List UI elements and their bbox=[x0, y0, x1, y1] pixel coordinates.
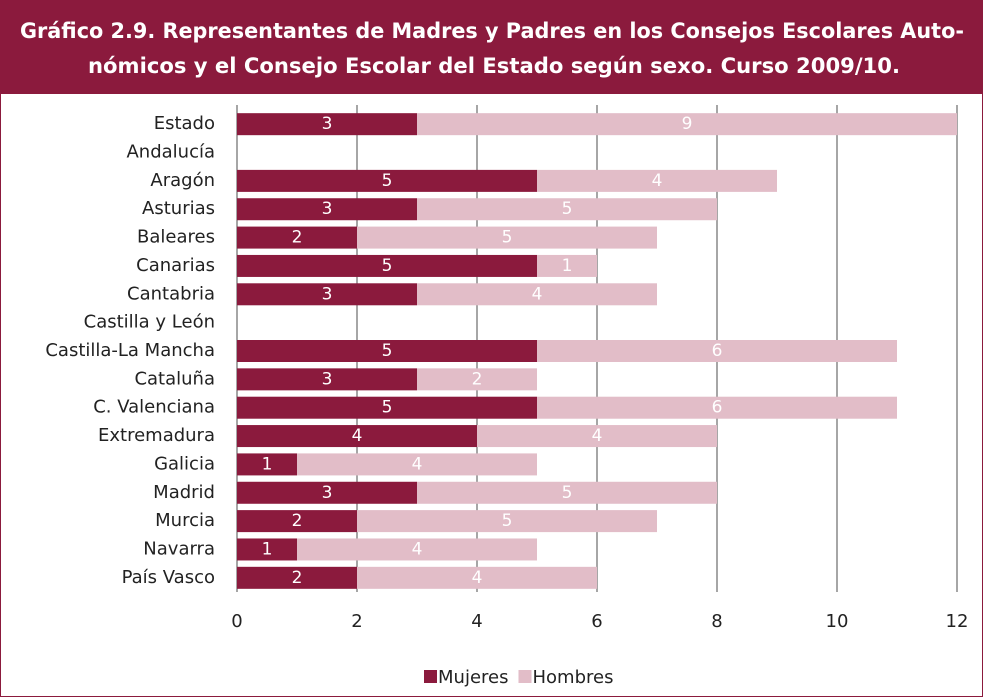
data-label: 4 bbox=[412, 539, 423, 559]
data-label: 3 bbox=[322, 114, 333, 134]
y-tick-label: Madrid bbox=[153, 482, 215, 503]
data-label: 4 bbox=[352, 426, 363, 446]
y-tick-label: C. Valenciana bbox=[93, 397, 215, 418]
header bbox=[0, 0, 983, 94]
bar bbox=[237, 566, 357, 589]
bar bbox=[237, 198, 417, 221]
bar bbox=[237, 368, 417, 391]
data-label: 1 bbox=[262, 539, 273, 559]
bar bbox=[537, 340, 897, 362]
y-tick-label: Aragón bbox=[150, 170, 215, 191]
data-label: 2 bbox=[292, 511, 303, 531]
data-label: 5 bbox=[382, 256, 393, 276]
bar bbox=[537, 169, 777, 192]
y-tick-label: Galicia bbox=[154, 453, 215, 474]
x-tick-label: 2 bbox=[351, 611, 362, 632]
bar bbox=[297, 453, 537, 476]
bar bbox=[417, 113, 957, 136]
data-label: 5 bbox=[562, 199, 573, 219]
data-label: 5 bbox=[382, 398, 393, 418]
y-tick-label: Cataluña bbox=[134, 368, 215, 389]
bar bbox=[237, 283, 417, 306]
x-tick-label: 6 bbox=[591, 611, 602, 632]
y-tick-label: País Vasco bbox=[122, 567, 215, 588]
bar bbox=[237, 453, 297, 476]
bar bbox=[537, 396, 897, 419]
x-tick-label: 4 bbox=[471, 611, 482, 632]
legend-label: Mujeres bbox=[438, 667, 508, 688]
data-label: 3 bbox=[322, 483, 333, 503]
bar bbox=[357, 566, 597, 589]
bar bbox=[237, 340, 537, 362]
y-tick-label: Navarra bbox=[143, 538, 215, 559]
bar bbox=[237, 538, 297, 561]
data-label: 4 bbox=[472, 568, 483, 588]
bar bbox=[297, 538, 537, 561]
y-tick-label: Baleares bbox=[137, 227, 215, 248]
bar bbox=[417, 198, 717, 221]
data-label: 3 bbox=[322, 284, 333, 304]
data-label: 5 bbox=[562, 483, 573, 503]
data-label: 4 bbox=[532, 284, 543, 304]
bar bbox=[237, 254, 537, 277]
data-label: 1 bbox=[262, 454, 273, 474]
bar bbox=[237, 113, 417, 136]
bar bbox=[237, 425, 477, 448]
x-tick-label: 8 bbox=[711, 611, 722, 632]
x-tick-label: 10 bbox=[826, 611, 849, 632]
bar bbox=[237, 481, 417, 504]
y-tick-label: Estado bbox=[154, 113, 215, 134]
legend-swatch bbox=[518, 670, 532, 683]
bar bbox=[357, 510, 657, 533]
bar bbox=[237, 510, 357, 533]
y-tick-label: Canarias bbox=[136, 255, 215, 276]
bar bbox=[417, 368, 537, 391]
data-label: 5 bbox=[382, 341, 393, 361]
data-label: 6 bbox=[712, 398, 723, 418]
data-label: 2 bbox=[472, 369, 483, 389]
data-label: 2 bbox=[292, 568, 303, 588]
y-tick-label: Cantabria bbox=[127, 283, 215, 304]
data-label: 3 bbox=[322, 199, 333, 219]
chart-title: nómicos y el Consejo Escolar del Estado … bbox=[88, 54, 900, 78]
data-label: 1 bbox=[562, 256, 573, 276]
y-tick-label: Andalucía bbox=[126, 142, 215, 163]
y-tick-label: Murcia bbox=[155, 510, 215, 531]
y-tick-label: Extremadura bbox=[98, 425, 215, 446]
bar bbox=[237, 226, 357, 249]
data-label: 6 bbox=[712, 341, 723, 361]
legend-swatch bbox=[424, 670, 437, 683]
data-label: 5 bbox=[382, 171, 393, 191]
data-label: 3 bbox=[322, 369, 333, 389]
data-label: 4 bbox=[652, 171, 663, 191]
y-tick-label: Castilla y León bbox=[84, 312, 215, 333]
bar bbox=[237, 396, 537, 419]
legend-label: Hombres bbox=[532, 667, 613, 688]
data-label: 2 bbox=[292, 228, 303, 248]
data-label: 9 bbox=[682, 114, 693, 134]
x-tick-label: 12 bbox=[946, 611, 969, 632]
y-tick-label: Castilla-La Mancha bbox=[45, 340, 215, 361]
data-label: 4 bbox=[412, 454, 423, 474]
data-label: 5 bbox=[502, 511, 513, 531]
bar bbox=[417, 283, 657, 306]
bar bbox=[417, 481, 717, 504]
bar bbox=[477, 425, 717, 448]
chart-title: Gráfico 2.9. Representantes de Madres y … bbox=[20, 19, 964, 43]
y-tick-label: Asturias bbox=[142, 198, 215, 219]
bar bbox=[237, 169, 537, 192]
bar bbox=[357, 226, 657, 249]
x-tick-label: 0 bbox=[231, 611, 242, 632]
data-label: 5 bbox=[502, 228, 513, 248]
data-label: 4 bbox=[592, 426, 603, 446]
bar bbox=[537, 254, 597, 277]
